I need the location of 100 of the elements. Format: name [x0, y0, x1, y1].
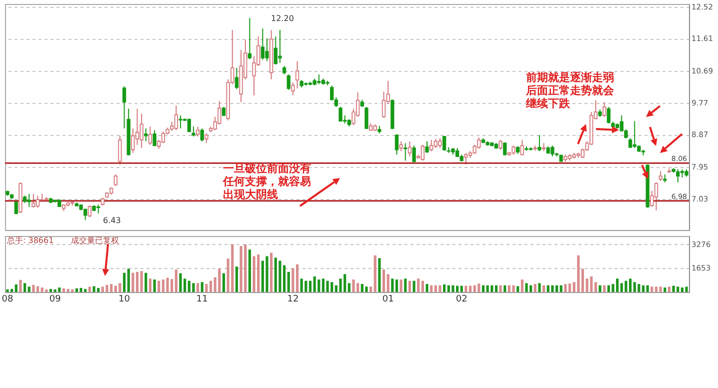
candlestick: [148, 126, 152, 146]
bar: [106, 284, 108, 292]
bar: [438, 285, 442, 292]
bar: [499, 285, 502, 292]
bar: [482, 285, 485, 292]
candlestick: [399, 140, 403, 152]
candlestick: [192, 126, 196, 137]
bar: [443, 284, 446, 292]
candlestick: [178, 114, 182, 129]
bar: [664, 287, 666, 292]
candlestick: [278, 29, 282, 64]
candlestick: [152, 130, 156, 147]
bar: [577, 255, 580, 292]
bar: [395, 279, 398, 292]
bar: [654, 286, 658, 292]
bar: [200, 282, 204, 292]
bar: [6, 289, 9, 292]
bar: [49, 288, 52, 292]
bar: [209, 280, 212, 292]
candlestick: [654, 182, 658, 211]
bar: [118, 283, 122, 292]
bar: [564, 284, 567, 292]
candlestick: [404, 142, 408, 162]
candlestick: [442, 136, 446, 152]
candlestick: [204, 132, 208, 144]
candlestick: [174, 105, 178, 131]
bar: [603, 285, 606, 292]
candlestick: [265, 38, 269, 62]
bar: [426, 284, 428, 292]
x-tick-label: 10: [118, 294, 130, 304]
x-tick-label: 02: [456, 294, 468, 304]
bar: [326, 280, 329, 292]
candlestick: [412, 145, 416, 163]
bar: [452, 285, 454, 292]
x-tick-label: 12: [287, 294, 299, 304]
candlestick: [200, 128, 204, 142]
bar: [672, 286, 675, 292]
bar: [110, 284, 113, 292]
bar: [494, 285, 498, 292]
bar: [624, 280, 628, 292]
bar: [235, 266, 238, 292]
annotation: 前期就是逐渐走弱后面正常走势就会继续下跌: [525, 71, 615, 110]
bar: [32, 284, 35, 292]
bar: [148, 278, 152, 292]
bar: [304, 280, 308, 292]
bar: [218, 268, 221, 292]
candlestick: [161, 131, 166, 144]
bar: [456, 286, 459, 292]
bar: [54, 289, 56, 292]
candlestick: [286, 74, 290, 90]
bar: [114, 286, 117, 292]
bar: [14, 284, 18, 292]
bar: [486, 285, 489, 292]
annotation: 成交量已复权: [71, 236, 119, 245]
candlestick: [464, 152, 468, 165]
bar: [555, 285, 558, 292]
candlestick: [602, 102, 606, 118]
candlestick: [218, 100, 222, 126]
bar: [196, 283, 200, 292]
bar: [512, 285, 515, 292]
bar: [400, 279, 402, 292]
candlestick: [420, 144, 425, 162]
bar: [534, 284, 536, 292]
bar: [352, 279, 355, 292]
bar: [473, 285, 476, 292]
candlestick: [498, 139, 502, 150]
bar: [646, 285, 649, 292]
bar: [546, 285, 550, 292]
bar: [19, 280, 22, 292]
bar: [248, 250, 251, 292]
bar: [598, 285, 602, 292]
bar: [166, 278, 169, 292]
candlestick: [122, 86, 126, 129]
annotation: 6.43: [103, 216, 121, 225]
bar: [378, 258, 381, 292]
candlestick: [538, 134, 542, 152]
annotation: 12.20: [271, 14, 294, 23]
candlestick: [438, 138, 442, 149]
bar: [58, 287, 61, 292]
candlestick: [430, 139, 434, 152]
bar: [92, 286, 96, 292]
bar: [581, 268, 584, 292]
bar: [685, 286, 688, 292]
bar: [638, 284, 640, 292]
bar: [313, 276, 316, 292]
bar: [538, 283, 541, 292]
bar: [287, 272, 290, 292]
annotation: 一旦破位前面没有任何支撑，就容易出现大阴线: [222, 162, 311, 201]
bar: [140, 271, 143, 292]
bar: [386, 274, 390, 292]
candlestick: [131, 128, 135, 154]
bar: [490, 285, 494, 292]
bar: [560, 285, 562, 292]
bar: [88, 286, 91, 292]
bar: [192, 283, 195, 292]
candlestick: [550, 145, 554, 157]
bar: [478, 284, 480, 292]
candlestick: [144, 128, 148, 142]
bar: [404, 278, 407, 292]
bar: [391, 278, 394, 292]
